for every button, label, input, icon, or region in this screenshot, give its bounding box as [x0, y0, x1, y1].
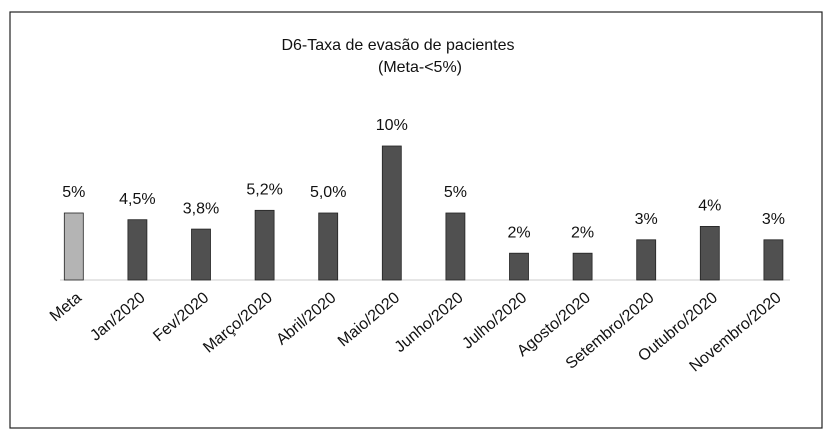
- data-label: 5,2%: [246, 182, 282, 199]
- bar: [318, 212, 339, 281]
- bar: [509, 252, 529, 281]
- chart-subtitle: (Meta-<5%): [378, 59, 462, 76]
- data-label: 3,8%: [183, 200, 219, 217]
- bar: [636, 239, 657, 281]
- bar: [445, 212, 466, 281]
- bar: [763, 239, 784, 281]
- data-label: 4%: [698, 198, 721, 215]
- bar: [127, 219, 148, 281]
- data-label: 10%: [376, 117, 408, 134]
- data-label: 5%: [62, 184, 85, 201]
- data-label: 2%: [507, 224, 530, 241]
- bar: [699, 225, 720, 281]
- data-label: 3%: [635, 211, 658, 228]
- chart-title: D6-Taxa de evasão de pacientes: [281, 37, 514, 54]
- data-label: 2%: [571, 224, 594, 241]
- bar: [191, 228, 211, 281]
- data-label: 4,5%: [119, 191, 155, 208]
- data-label: 5,0%: [310, 184, 346, 201]
- bar: [381, 145, 402, 281]
- data-label: 3%: [762, 211, 785, 228]
- bar: [254, 209, 275, 281]
- data-label: 5%: [444, 184, 467, 201]
- bar: [63, 212, 84, 281]
- bar: [572, 252, 593, 281]
